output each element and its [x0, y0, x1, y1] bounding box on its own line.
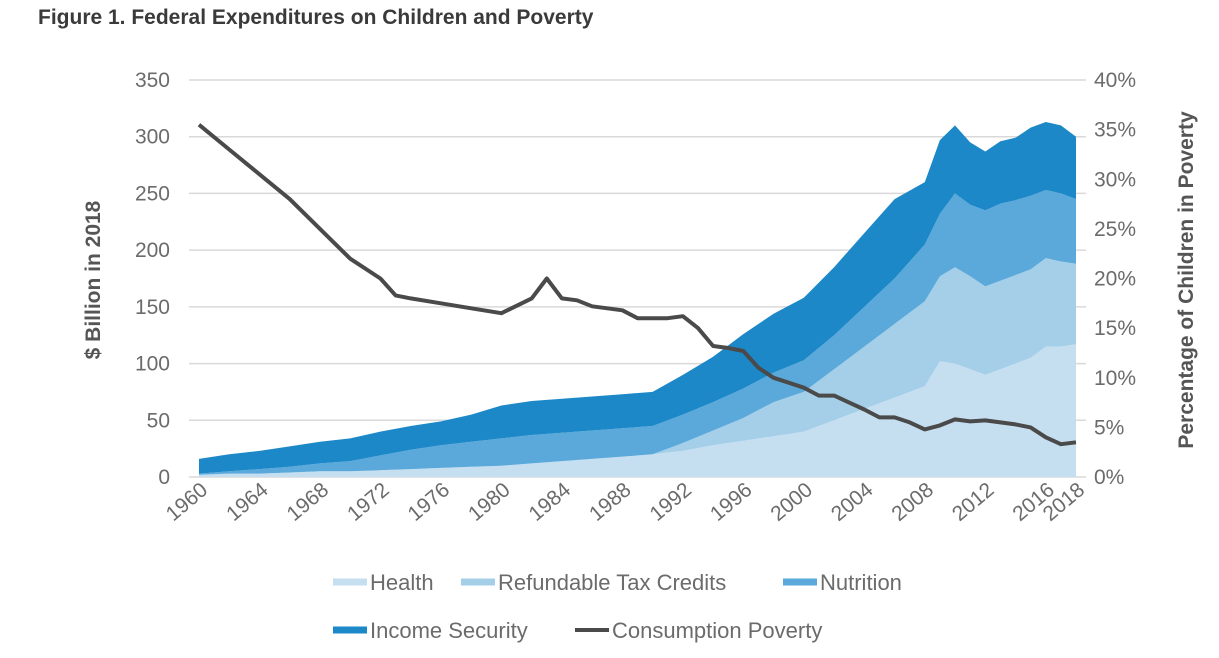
left-axis-title: $ Billion in 2018 — [82, 200, 105, 359]
legend-label: Refundable Tax Credits — [498, 570, 726, 595]
x-tick-label: 1988 — [585, 478, 636, 526]
x-tick-label: 1964 — [222, 478, 273, 526]
x-tick-label: 2000 — [766, 478, 817, 526]
x-tick-label: 1992 — [646, 478, 697, 526]
y-tick-label: 200 — [135, 239, 170, 262]
y-tick-label: 250 — [135, 182, 170, 205]
x-tick-label: 2012 — [948, 478, 999, 526]
y2-tick-label: 30% — [1094, 168, 1136, 191]
y2-tick-label: 15% — [1094, 317, 1136, 340]
area-income-security — [199, 122, 1076, 474]
y-tick-label: 350 — [135, 69, 170, 92]
y-tick-label: 0 — [158, 466, 170, 489]
legend-label: Income Security — [370, 618, 528, 643]
y-tick-label: 150 — [135, 296, 170, 319]
x-tick-label: 2004 — [827, 478, 878, 526]
y2-tick-label: 20% — [1094, 268, 1136, 291]
left-axis-ticks: 0 50 100 150 200 250 300 350 — [135, 69, 170, 489]
y-tick-label: 300 — [135, 126, 170, 149]
legend-label: Nutrition — [820, 570, 902, 595]
x-tick-label: 1980 — [464, 478, 515, 526]
legend-label: Health — [370, 570, 434, 595]
x-tick-label: 1984 — [525, 478, 576, 526]
x-tick-label: 1968 — [283, 478, 334, 526]
legend-label: Consumption Poverty — [612, 618, 822, 643]
line-consumption-poverty — [197, 123, 1077, 447]
right-axis-ticks: 0% 5% 10% 15% 20% 25% 30% 35% 40% — [1094, 69, 1136, 489]
y-tick-label: 100 — [135, 353, 170, 376]
legend-swatch — [333, 578, 367, 586]
y2-tick-label: 10% — [1094, 367, 1136, 390]
area-refundable-tax-credits — [199, 258, 1076, 475]
right-axis-title: Percentage of Children in Poverty — [1175, 111, 1198, 449]
y2-tick-label: 25% — [1094, 218, 1136, 241]
y2-tick-label: 35% — [1094, 119, 1136, 142]
legend-swatch — [461, 578, 495, 586]
y2-tick-label: 40% — [1094, 69, 1136, 92]
legend: Health Refundable Tax Credits Nutrition Inc… — [333, 570, 902, 643]
legend-swatch — [575, 628, 609, 632]
area-nutrition — [199, 190, 1076, 475]
y2-tick-label: 0% — [1094, 466, 1124, 489]
legend-swatch — [783, 578, 817, 586]
stacked-areas — [199, 122, 1076, 477]
y-tick-label: 50 — [147, 409, 170, 432]
x-tick-label: 1972 — [343, 478, 394, 526]
legend-swatch — [333, 626, 367, 634]
figure-title: Figure 1. Federal Expenditures on Childr… — [38, 6, 594, 29]
area-health — [199, 344, 1076, 477]
y2-tick-label: 5% — [1094, 416, 1124, 439]
x-axis-ticks: 1960 1964 1968 1972 1976 1980 1984 1988 1992 1996… — [162, 478, 1090, 526]
x-tick-label: 1996 — [706, 478, 757, 526]
x-tick-label: 2008 — [887, 478, 938, 526]
x-tick-label: 1976 — [404, 478, 455, 526]
poverty-line-layer — [197, 123, 1077, 447]
